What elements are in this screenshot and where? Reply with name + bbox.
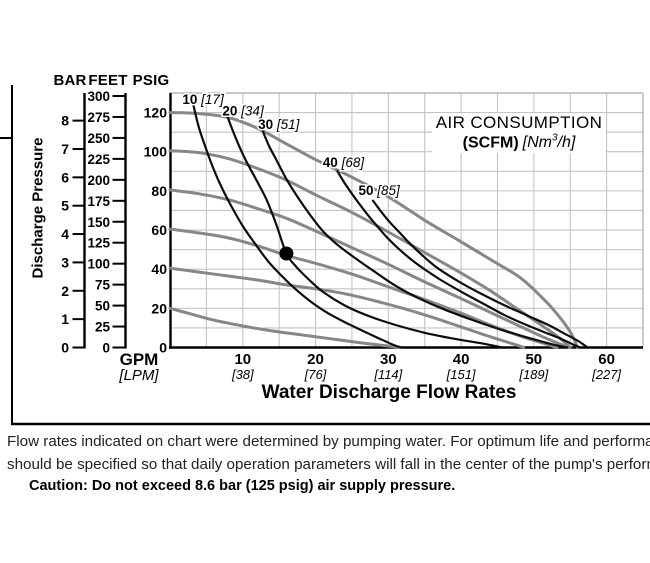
air-curve-label-30scfm: 30 [51] [258, 117, 301, 132]
bar-tick-label: 3 [61, 254, 69, 270]
legend-nm3h: [Nm3/h] [522, 132, 576, 152]
performance-curves [168, 111, 579, 349]
bar-tick-label: 5 [61, 198, 69, 214]
bar-tick-label: 7 [61, 141, 69, 157]
x-tick-label-40gpm: 40 [151] [446, 351, 476, 382]
psig-tick-label: 20 [151, 300, 167, 316]
feet-scale-header: FEET [88, 72, 128, 89]
air-curve-label-20scfm: 20 [34] [222, 104, 265, 119]
air-curve-40scfm [336, 170, 582, 349]
feet-tick-label: 250 [87, 131, 110, 146]
footnote-line2: should be specified so that daily operat… [7, 456, 650, 473]
feet-tick-label: 200 [87, 173, 110, 188]
bar-tick-label: 0 [61, 340, 69, 356]
psig-tick-label: 100 [144, 144, 168, 160]
feet-tick-label: 25 [95, 320, 111, 335]
psig-tick-label: 40 [151, 261, 167, 277]
air-curve-label-40scfm: 40 [68] [323, 155, 366, 170]
feet-tick-label: 50 [95, 299, 110, 314]
bar-tick-label: 4 [61, 226, 69, 242]
psig-tick-label: 80 [151, 183, 167, 199]
performance-curve-20psig [168, 306, 402, 349]
air-curve-10scfm [192, 103, 403, 349]
performance-curve-40psig [168, 266, 526, 349]
y-axis-title: Discharge Pressure [29, 137, 47, 279]
psig-tick-label: 0 [159, 340, 167, 356]
bar-tick-label: 6 [61, 169, 69, 185]
bar-tick-label: 1 [61, 311, 69, 327]
x-tick-label-10gpm: 10 [38] [231, 351, 254, 382]
performance-curve-120psig [168, 111, 579, 349]
feet-tick-label: 150 [87, 215, 110, 230]
feet-tick-label: 75 [95, 278, 111, 293]
legend-title-line1: AIR CONSUMPTION [435, 113, 603, 132]
x-tick-label-20gpm: 20 [76] [304, 351, 327, 382]
footnote-line1: Flow rates indicated on chart were deter… [7, 433, 650, 450]
left-scales: 0123456780255075100125150175200225250275… [61, 89, 167, 355]
psig-tick-label: 120 [144, 105, 168, 121]
air-consumption-curves: 10 [17]20 [34]30 [51] 40 [68] 50 [85] [181, 90, 589, 349]
feet-tick-label: 300 [87, 89, 110, 104]
feet-tick-label: 275 [87, 110, 110, 125]
performance-curve-80psig [168, 188, 571, 349]
air-curve-20scfm [225, 113, 503, 349]
air-curve-50scfm [371, 199, 589, 349]
page-frame [0, 85, 650, 426]
x-unit-lpm: [LPM] [119, 367, 159, 384]
x-tick-label-60gpm: 60 [227] [592, 351, 622, 382]
legend-title-line2: (SCFM) [Nm3/h] [432, 133, 606, 152]
operating-point-dot [279, 246, 294, 261]
x-axis-unit-label: GPM [LPM] [119, 351, 158, 383]
air-curve-30scfm [261, 129, 569, 349]
feet-tick-label: 0 [102, 341, 110, 356]
air-curve-label-10scfm: 10 [17] [182, 92, 225, 107]
psig-tick-label: 60 [151, 222, 167, 238]
x-axis-title: Water Discharge Flow Rates [261, 382, 517, 403]
air-consumption-legend: AIR CONSUMPTION (SCFM) [Nm3/h] [432, 113, 606, 153]
performance-curve-100psig [168, 149, 572, 349]
bar-scale-header: BAR [53, 72, 87, 89]
chart-footnote: Flow rates indicated on chart were deter… [7, 430, 650, 476]
feet-tick-label: 125 [87, 236, 110, 251]
feet-tick-label: 100 [87, 257, 110, 272]
x-tick-label-30gpm: 30 [114] [374, 351, 403, 382]
feet-tick-label: 175 [87, 194, 110, 209]
bar-tick-label: 2 [61, 283, 69, 299]
x-unit-gpm: GPM [119, 350, 159, 369]
psig-scale-header: PSIG [132, 72, 170, 89]
feet-tick-label: 225 [87, 152, 110, 167]
caution-note: Caution: Do not exceed 8.6 bar (125 psig… [29, 478, 456, 494]
legend-scfm: (SCFM) [462, 134, 519, 152]
air-curve-label-50scfm: 50 [85] [359, 183, 402, 198]
bar-tick-label: 8 [61, 113, 69, 129]
x-tick-label-50gpm: 50 [189] [519, 351, 549, 382]
